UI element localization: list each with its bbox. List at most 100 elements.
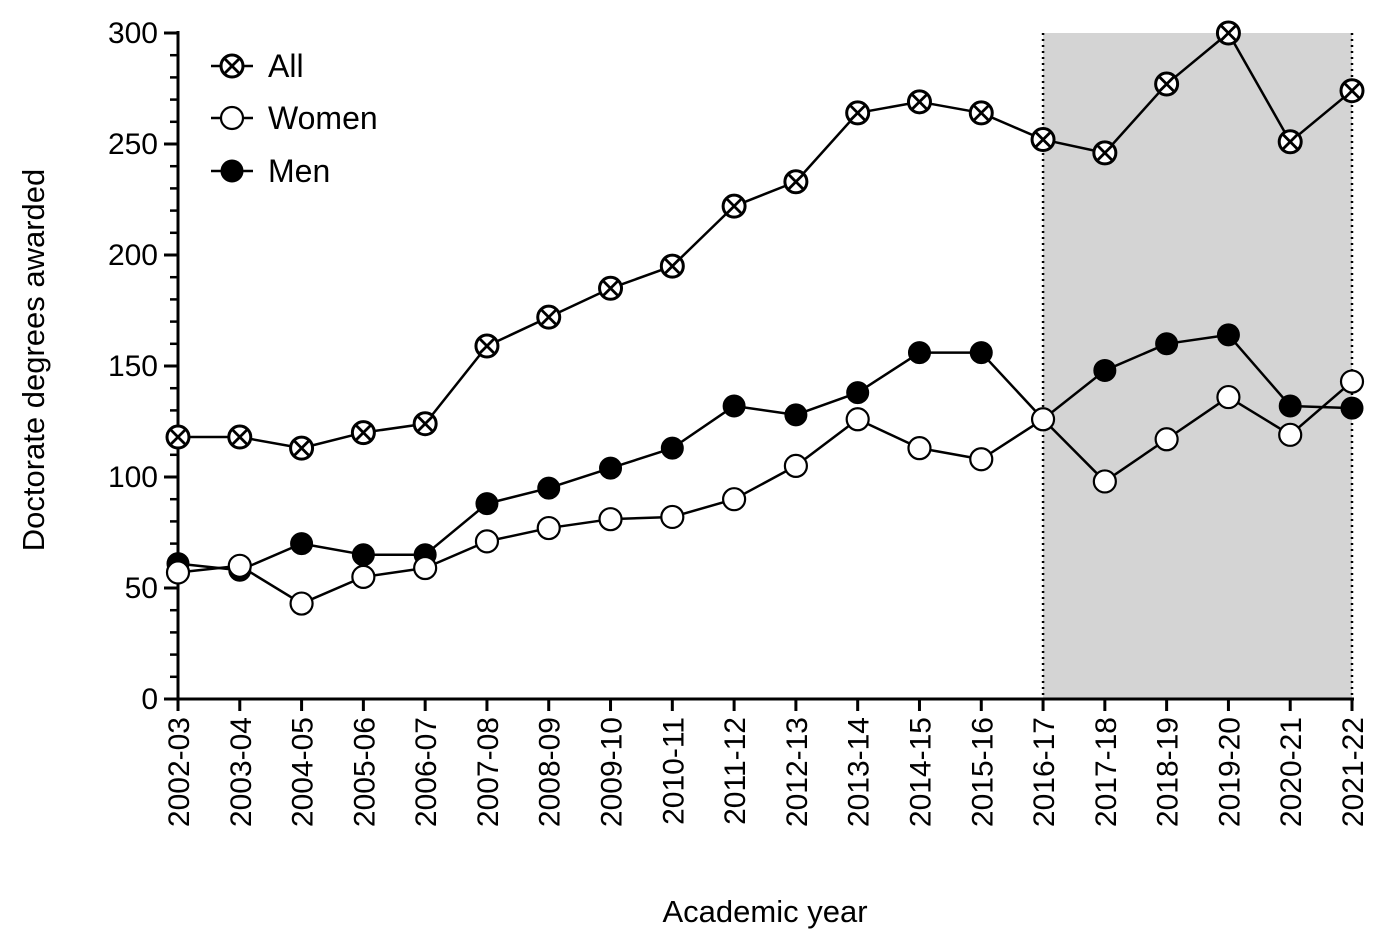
marker-cross <box>231 428 249 446</box>
marker-cross <box>602 279 619 297</box>
x-tick-label: 2002-03 <box>163 717 196 827</box>
data-point-women <box>227 553 252 578</box>
series-markers <box>165 20 1365 616</box>
data-point-all <box>721 193 747 219</box>
x-tick-label: 2015-16 <box>966 717 999 827</box>
data-point-women <box>1092 469 1117 494</box>
marker-cross <box>223 57 241 75</box>
series-points-all <box>165 20 1365 461</box>
x-tick-label: 2008-09 <box>534 717 567 827</box>
marker-circle <box>351 543 375 567</box>
data-point-all <box>906 89 932 115</box>
marker-cross <box>663 257 681 275</box>
x-tick-label: 2020-21 <box>1275 717 1308 827</box>
data-point-all <box>968 100 994 126</box>
data-point-women <box>969 447 994 472</box>
data-point-women <box>413 555 438 581</box>
data-point-women <box>1339 369 1365 394</box>
marker-circle <box>474 529 500 554</box>
data-point-all <box>412 411 438 437</box>
marker-circle <box>219 105 245 131</box>
marker-circle <box>1154 427 1179 452</box>
legend: All Women Men <box>211 48 378 189</box>
marker-cross <box>293 439 311 457</box>
data-point-women <box>783 453 808 478</box>
series-points-women <box>165 369 1365 616</box>
marker-circle <box>351 564 376 590</box>
x-tick-label: 2012-13 <box>781 717 814 827</box>
legend-label: Men <box>268 153 330 189</box>
data-point-men <box>660 436 684 460</box>
marker-cross <box>169 428 187 446</box>
shaded-region <box>1043 33 1352 699</box>
marker-cross <box>1158 75 1176 93</box>
marker-cross <box>1096 144 1114 162</box>
data-point-men <box>599 456 623 480</box>
marker-circle <box>475 492 499 516</box>
legend-item-all: All <box>211 48 304 84</box>
data-point-men <box>784 403 808 427</box>
data-point-all <box>1215 20 1241 46</box>
x-tick-label: 2017-18 <box>1090 717 1123 827</box>
data-point-all <box>659 253 685 279</box>
x-axis-title: Academic year <box>662 894 867 929</box>
x-tick-label: 2006-07 <box>410 717 443 827</box>
x-tick-label: 2013-14 <box>843 717 876 827</box>
marker-cross <box>1034 131 1052 149</box>
marker-cross <box>787 173 805 191</box>
data-point-all <box>1339 78 1365 104</box>
data-point-women <box>660 504 685 530</box>
x-tick-label: 2005-06 <box>348 717 381 827</box>
marker-cross <box>849 104 867 122</box>
y-tick-label: 250 <box>108 128 158 161</box>
y-tick-label: 100 <box>108 461 158 494</box>
y-axis-title: Doctorate degrees awarded <box>16 169 51 552</box>
marker-circle <box>289 591 314 616</box>
marker-circle <box>1093 358 1117 382</box>
y-tick-label: 150 <box>108 350 158 383</box>
marker-circle <box>845 407 870 432</box>
x-tick-label: 2010-11 <box>657 717 690 825</box>
data-point-all <box>474 333 500 359</box>
marker-circle <box>784 403 808 427</box>
data-point-men <box>351 543 375 567</box>
data-point-all <box>227 424 253 450</box>
marker-circle <box>537 476 561 500</box>
data-point-all <box>783 169 809 195</box>
data-point-men <box>969 341 993 365</box>
marker-circle <box>722 394 746 418</box>
marker-circle <box>846 381 870 405</box>
marker-circle <box>660 436 684 460</box>
data-point-men <box>1340 396 1364 420</box>
data-point-women <box>474 529 500 554</box>
data-point-men <box>475 492 499 516</box>
legend-marker <box>220 159 244 183</box>
x-tick-label: 2004-05 <box>287 717 320 827</box>
marker-circle <box>220 159 244 183</box>
marker-circle <box>413 555 438 581</box>
marker-circle <box>227 553 252 578</box>
x-tick-label: 2009-10 <box>596 717 629 827</box>
legend-item-men: Men <box>211 153 330 189</box>
data-point-women <box>165 560 191 585</box>
data-point-women <box>907 436 932 461</box>
marker-circle <box>660 504 685 530</box>
marker-circle <box>1216 384 1241 410</box>
data-point-men <box>846 381 870 405</box>
data-point-women <box>1154 427 1179 452</box>
data-point-women <box>1278 422 1303 447</box>
x-tick-label: 2003-04 <box>225 717 258 827</box>
y-tick-label: 50 <box>125 572 158 605</box>
data-point-men <box>722 394 746 418</box>
marker-circle <box>290 532 314 556</box>
x-tick-label: 2011-12 <box>719 717 752 825</box>
x-tick-label: 2016-17 <box>1028 717 1061 827</box>
data-point-all <box>289 435 315 461</box>
marker-circle <box>907 436 932 461</box>
marker-circle <box>1278 394 1302 418</box>
data-point-all <box>598 275 624 301</box>
data-point-women <box>1216 384 1241 410</box>
legend-label: Women <box>268 100 378 136</box>
marker-circle <box>1092 469 1117 494</box>
marker-circle <box>536 515 561 541</box>
